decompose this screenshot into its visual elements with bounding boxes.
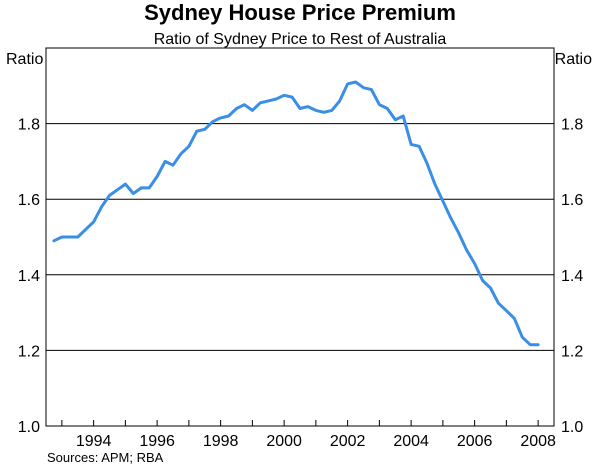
y-tick-label-left: 1.4 [18, 268, 40, 285]
axis-tick-labels: 1.0 1.0 1.2 1.2 1.4 1.4 1.6 1.6 1.8 1.8 1994 1996 19… [18, 117, 584, 450]
y-axis-label-right: Ratio [554, 51, 592, 68]
x-axis-ticks [61, 420, 539, 426]
x-tick-label: 1994 [76, 433, 112, 450]
y-axis-label-left: Ratio [6, 51, 44, 68]
chart-title: Sydney House Price Premium [144, 0, 456, 25]
y-tick-label-right: 1.0 [561, 419, 583, 436]
x-tick-label: 1998 [203, 433, 239, 450]
y-tick-label-right: 1.2 [561, 343, 583, 360]
x-tick-label: 2006 [457, 433, 493, 450]
plot-frame [45, 47, 555, 427]
x-tick-label: 1996 [139, 433, 175, 450]
y-tick-label-left: 1.8 [18, 117, 40, 134]
series-line-0 [52, 80, 540, 347]
y-tick-label-right: 1.6 [561, 192, 583, 209]
x-tick-label: 2004 [393, 433, 429, 450]
y-tick-label-right: 1.4 [561, 268, 583, 285]
y-tick-label-left: 1.2 [18, 343, 40, 360]
chart-subtitle: Ratio of Sydney Price to Rest of Austral… [153, 31, 447, 48]
x-tick-label: 2000 [266, 433, 302, 450]
source-note: Sources: APM; RBA [47, 450, 164, 465]
x-tick-label: 2008 [520, 433, 556, 450]
y-tick-label-right: 1.8 [561, 117, 583, 134]
y-tick-label-left: 1.6 [18, 192, 40, 209]
x-tick-label: 2002 [330, 433, 366, 450]
y-tick-label-left: 1.0 [18, 419, 40, 436]
series-group [52, 80, 540, 347]
gridlines [46, 123, 554, 351]
